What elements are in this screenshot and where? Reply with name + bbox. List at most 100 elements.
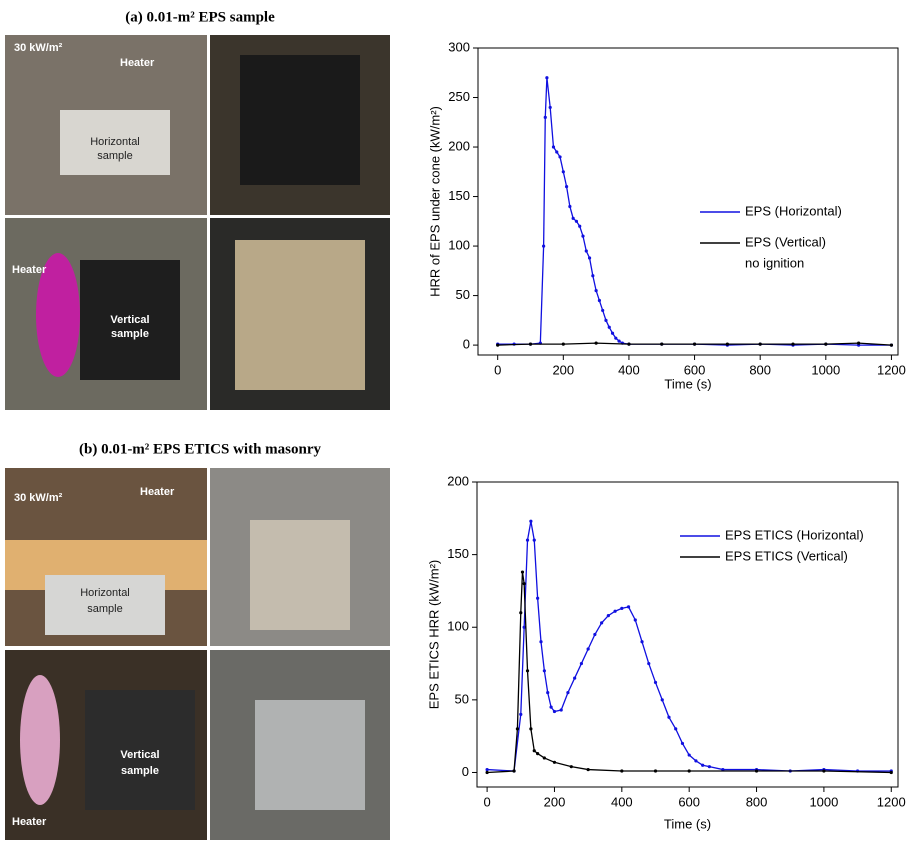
data-point — [687, 753, 691, 757]
data-point — [701, 763, 705, 767]
photo-label: Vertical — [120, 749, 159, 761]
data-point — [542, 756, 546, 760]
data-point — [660, 342, 664, 346]
data-point — [529, 519, 533, 523]
photo-label: Heater — [12, 816, 47, 828]
x-tick-label: 600 — [684, 362, 706, 377]
data-point — [601, 308, 605, 313]
data-point — [721, 767, 725, 772]
data-point — [571, 216, 575, 220]
x-axis-label: Time (s) — [664, 376, 711, 391]
x-tick-label: 0 — [494, 362, 501, 377]
y-axis-label: HRR of EPS under cone (kW/m²) — [427, 106, 442, 297]
data-point — [653, 769, 658, 773]
data-point — [548, 105, 552, 110]
photo-label: Heater — [120, 57, 155, 69]
x-tick-label: 1000 — [811, 362, 840, 377]
photo-label: sample — [111, 328, 149, 340]
data-point — [606, 614, 610, 618]
data-point — [564, 185, 569, 189]
legend-label: EPS (Horizontal) — [745, 203, 842, 218]
data-point — [485, 767, 489, 772]
data-point — [680, 741, 685, 746]
data-point — [545, 76, 549, 80]
data-point — [620, 769, 624, 773]
data-point — [520, 570, 525, 574]
y-tick-label: 100 — [447, 619, 469, 634]
data-point — [754, 769, 759, 773]
data-point — [587, 256, 592, 260]
legend-label: EPS (Vertical) — [745, 234, 826, 249]
data-point — [574, 219, 579, 223]
legend-label: EPS ETICS (Horizontal) — [725, 527, 864, 542]
data-point — [558, 155, 562, 159]
data-point — [640, 640, 644, 644]
data-point — [626, 605, 631, 609]
data-point — [532, 538, 536, 542]
data-point — [584, 249, 588, 253]
data-point — [525, 669, 530, 673]
data-point — [692, 342, 697, 346]
data-point — [613, 609, 617, 613]
data-point — [707, 765, 711, 769]
data-point — [542, 669, 546, 673]
x-tick-label: 1200 — [877, 362, 906, 377]
data-point — [610, 331, 615, 335]
series-line — [487, 571, 892, 774]
photo-label: sample — [87, 603, 122, 615]
data-point — [525, 538, 530, 542]
photo-label: Heater — [12, 264, 47, 276]
panel-title: (a) 0.01-m² EPS sample — [125, 9, 275, 25]
data-point — [519, 712, 523, 716]
data-point — [573, 676, 577, 680]
x-tick-label: 800 — [746, 794, 768, 809]
photo-label: Vertical — [110, 314, 149, 326]
data-point — [539, 640, 543, 644]
data-point — [552, 709, 557, 714]
data-point — [581, 234, 585, 238]
data-point — [549, 705, 553, 709]
y-tick-label: 150 — [447, 546, 469, 561]
data-point — [515, 727, 520, 731]
data-point — [532, 749, 536, 753]
data-point — [617, 339, 621, 343]
data-point — [594, 289, 598, 293]
legend-label: EPS ETICS (Vertical) — [725, 548, 848, 563]
data-point — [568, 204, 572, 209]
data-point — [597, 298, 602, 303]
x-tick-label: 600 — [678, 794, 700, 809]
data-point — [542, 244, 546, 248]
data-point — [791, 342, 795, 346]
data-point — [725, 342, 729, 346]
photo-label: Heater — [140, 486, 175, 498]
data-point — [674, 727, 678, 731]
y-tick-label: 0 — [462, 764, 469, 779]
data-point — [633, 618, 637, 622]
y-axis-label: EPS ETICS HRR (kW/m²) — [426, 560, 441, 710]
data-point — [889, 343, 894, 347]
y-tick-label: 100 — [448, 238, 470, 253]
data-point — [822, 769, 826, 773]
photo-label: 30 kW/m² — [14, 42, 63, 54]
data-point — [604, 318, 608, 322]
x-tick-label: 400 — [618, 362, 640, 377]
data-point — [857, 341, 861, 345]
data-point — [566, 690, 570, 695]
photo-grid-a: 30 kW/m² Heater Horizontal sample Heater… — [5, 35, 390, 410]
y-tick-label: 0 — [463, 337, 470, 352]
data-point — [653, 680, 658, 685]
x-axis-label: Time (s) — [664, 816, 711, 831]
data-point — [559, 708, 563, 712]
panel-title: (b) 0.01-m² EPS ETICS with masonry — [79, 441, 322, 457]
data-point — [536, 596, 540, 600]
x-tick-label: 200 — [544, 794, 566, 809]
data-point — [586, 767, 590, 772]
photo-label: sample — [121, 765, 159, 777]
data-point — [551, 145, 556, 149]
photo-label: Horizontal — [80, 587, 130, 599]
y-tick-label: 300 — [448, 39, 470, 54]
data-point — [555, 150, 559, 154]
data-point — [586, 647, 590, 651]
data-point — [552, 760, 557, 764]
data-point — [519, 611, 523, 615]
